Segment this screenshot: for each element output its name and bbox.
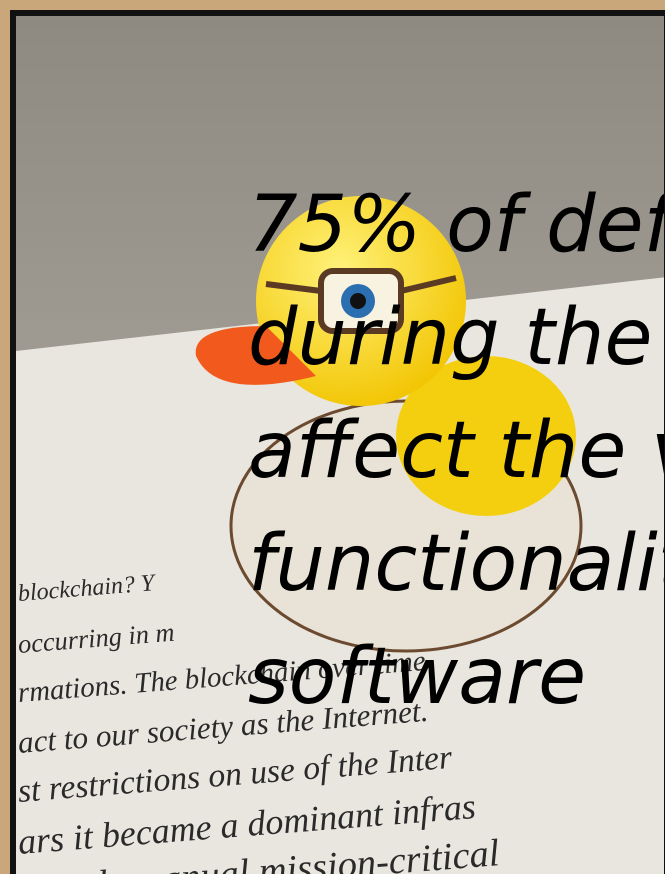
headline-line: during the: [248, 299, 652, 377]
headline-line: 75% of defe: [248, 186, 665, 264]
headline-line: functionalit: [248, 525, 665, 603]
headline-line: software: [248, 638, 586, 716]
headline-line: affect the v: [248, 412, 665, 490]
slide: blockchain? Yoccurring in mrmations. The…: [0, 0, 665, 874]
